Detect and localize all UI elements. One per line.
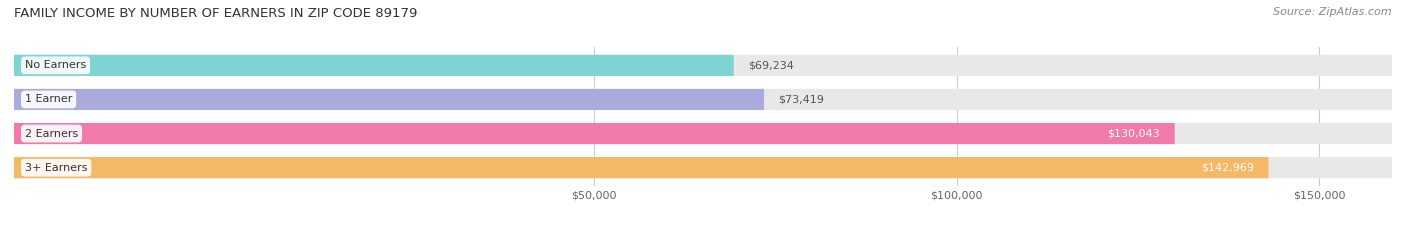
- Text: $69,234: $69,234: [748, 60, 794, 70]
- Text: FAMILY INCOME BY NUMBER OF EARNERS IN ZIP CODE 89179: FAMILY INCOME BY NUMBER OF EARNERS IN ZI…: [14, 7, 418, 20]
- Text: No Earners: No Earners: [25, 60, 86, 70]
- Text: $130,043: $130,043: [1108, 129, 1160, 139]
- FancyBboxPatch shape: [14, 55, 734, 76]
- FancyBboxPatch shape: [14, 89, 763, 110]
- Text: 2 Earners: 2 Earners: [25, 129, 79, 139]
- Text: 1 Earner: 1 Earner: [25, 94, 72, 104]
- FancyBboxPatch shape: [14, 123, 1392, 144]
- Text: 3+ Earners: 3+ Earners: [25, 163, 87, 173]
- FancyBboxPatch shape: [14, 55, 1392, 76]
- Text: Source: ZipAtlas.com: Source: ZipAtlas.com: [1274, 7, 1392, 17]
- Text: $142,969: $142,969: [1201, 163, 1254, 173]
- FancyBboxPatch shape: [14, 157, 1268, 178]
- FancyBboxPatch shape: [14, 157, 1392, 178]
- FancyBboxPatch shape: [14, 89, 1392, 110]
- FancyBboxPatch shape: [14, 123, 1174, 144]
- Text: $73,419: $73,419: [779, 94, 824, 104]
